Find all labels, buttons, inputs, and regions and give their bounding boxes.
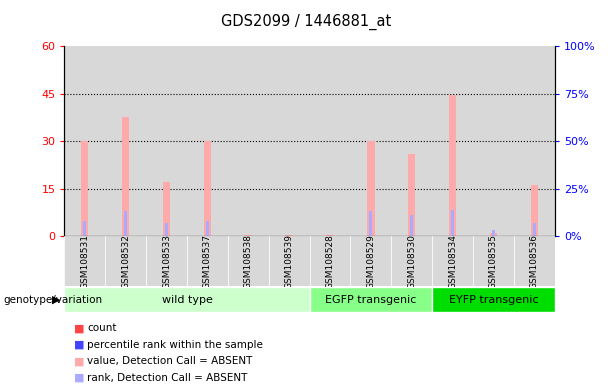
Text: ▶: ▶ (51, 295, 60, 305)
Bar (228, 236, 268, 286)
Text: count: count (87, 323, 116, 333)
Text: GSM108532: GSM108532 (121, 234, 130, 288)
Bar (163, 182, 170, 236)
Bar (432, 287, 555, 313)
Bar (410, 215, 413, 236)
Bar (245, 235, 252, 236)
Text: GSM108539: GSM108539 (284, 233, 294, 289)
Bar (432, 46, 473, 236)
Bar (492, 230, 495, 236)
Bar (310, 287, 432, 313)
Text: GSM108531: GSM108531 (80, 233, 89, 289)
Bar (187, 236, 228, 286)
Bar (391, 236, 432, 286)
Bar (146, 236, 187, 286)
Bar (310, 236, 351, 286)
Bar (310, 46, 351, 236)
Bar (268, 46, 310, 236)
Text: GSM108529: GSM108529 (367, 234, 375, 288)
Bar (449, 95, 456, 236)
Text: rank, Detection Call = ABSENT: rank, Detection Call = ABSENT (87, 373, 248, 383)
Bar (64, 287, 310, 313)
Bar (451, 210, 454, 236)
Bar (204, 141, 211, 236)
Bar (473, 236, 514, 286)
Bar (369, 212, 373, 236)
Text: GSM108535: GSM108535 (489, 233, 498, 289)
Text: value, Detection Call = ABSENT: value, Detection Call = ABSENT (87, 356, 253, 366)
Text: GSM108530: GSM108530 (407, 233, 416, 289)
Bar (533, 223, 536, 236)
Bar (408, 154, 416, 236)
Bar (146, 46, 187, 236)
Bar (124, 212, 128, 236)
Bar (165, 223, 168, 236)
Text: ■: ■ (74, 323, 84, 333)
Bar (228, 46, 268, 236)
Bar (268, 236, 310, 286)
Text: GSM108534: GSM108534 (448, 234, 457, 288)
Text: percentile rank within the sample: percentile rank within the sample (87, 340, 263, 350)
Text: GSM108536: GSM108536 (530, 233, 539, 289)
Text: GSM108533: GSM108533 (162, 233, 171, 289)
Text: GSM108537: GSM108537 (203, 233, 212, 289)
Text: wild type: wild type (162, 295, 212, 305)
Bar (286, 235, 293, 236)
Bar (187, 46, 228, 236)
Bar (122, 118, 129, 236)
Bar (351, 46, 391, 236)
Bar (105, 236, 146, 286)
Text: ■: ■ (74, 373, 84, 383)
Bar (531, 185, 538, 236)
Bar (514, 236, 555, 286)
Text: ■: ■ (74, 340, 84, 350)
Text: ■: ■ (74, 356, 84, 366)
Text: EGFP transgenic: EGFP transgenic (325, 295, 417, 305)
Text: GDS2099 / 1446881_at: GDS2099 / 1446881_at (221, 13, 392, 30)
Bar (432, 236, 473, 286)
Bar (391, 46, 432, 236)
Bar (64, 236, 105, 286)
Bar (206, 221, 209, 236)
Bar (326, 235, 333, 236)
Bar (351, 236, 391, 286)
Text: GSM108538: GSM108538 (244, 233, 253, 289)
Text: genotype/variation: genotype/variation (3, 295, 102, 305)
Bar (83, 221, 86, 236)
Text: GSM108528: GSM108528 (326, 234, 335, 288)
Bar (81, 141, 88, 236)
Bar (473, 46, 514, 236)
Bar (64, 46, 105, 236)
Bar (367, 141, 375, 236)
Bar (105, 46, 146, 236)
Text: EYFP transgenic: EYFP transgenic (449, 295, 538, 305)
Bar (490, 233, 497, 236)
Bar (514, 46, 555, 236)
